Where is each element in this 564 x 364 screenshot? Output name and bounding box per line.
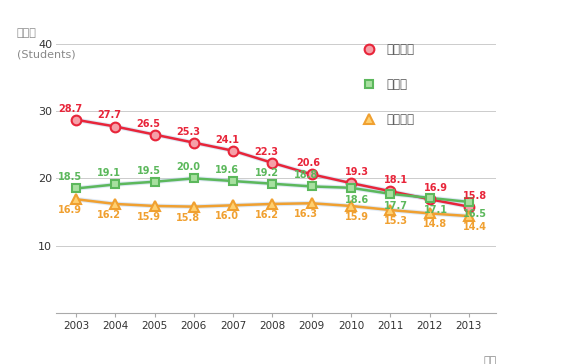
Text: 16.0: 16.0 <box>215 211 239 221</box>
Text: 14.8: 14.8 <box>424 219 447 229</box>
Text: 고등학교: 고등학교 <box>386 112 415 126</box>
Text: 19.5: 19.5 <box>136 166 161 176</box>
Text: 16.2: 16.2 <box>98 210 121 220</box>
Text: 15.9: 15.9 <box>136 212 161 222</box>
Text: 18.1: 18.1 <box>384 175 408 185</box>
Text: 22.3: 22.3 <box>254 147 279 157</box>
Text: 16.2: 16.2 <box>254 210 279 220</box>
Text: 초등학교: 초등학교 <box>386 43 415 56</box>
Text: 중학교: 중학교 <box>386 78 407 91</box>
Text: 24.1: 24.1 <box>215 135 239 145</box>
Text: (Students): (Students) <box>17 49 76 59</box>
Text: 18.6: 18.6 <box>345 195 369 205</box>
Text: 26.5: 26.5 <box>136 119 161 128</box>
Text: 19.6: 19.6 <box>215 165 239 175</box>
Text: 학생수: 학생수 <box>17 28 37 37</box>
Text: 15.8: 15.8 <box>462 191 487 201</box>
Text: 15.9: 15.9 <box>345 212 369 222</box>
Text: 19.3: 19.3 <box>345 167 369 177</box>
Text: 17.1: 17.1 <box>424 205 447 215</box>
Text: 19.2: 19.2 <box>254 168 279 178</box>
Text: 20.0: 20.0 <box>176 162 200 172</box>
Text: 16.9: 16.9 <box>58 205 82 215</box>
Text: 28.7: 28.7 <box>58 104 82 114</box>
Text: 20.6: 20.6 <box>296 158 320 168</box>
Text: 18.5: 18.5 <box>58 173 82 182</box>
Text: 19.1: 19.1 <box>98 169 121 178</box>
Text: 15.8: 15.8 <box>176 213 200 223</box>
Text: 25.3: 25.3 <box>176 127 200 136</box>
Text: 14.4: 14.4 <box>462 222 487 232</box>
Text: 15.3: 15.3 <box>384 216 408 226</box>
Text: 16.5: 16.5 <box>462 209 487 219</box>
Text: 17.7: 17.7 <box>384 201 408 211</box>
Text: 16.9: 16.9 <box>424 183 447 193</box>
Text: 27.7: 27.7 <box>98 110 121 120</box>
Text: 16.3: 16.3 <box>294 209 318 219</box>
Text: 18.8: 18.8 <box>294 170 318 181</box>
Text: 연도: 연도 <box>483 356 496 364</box>
